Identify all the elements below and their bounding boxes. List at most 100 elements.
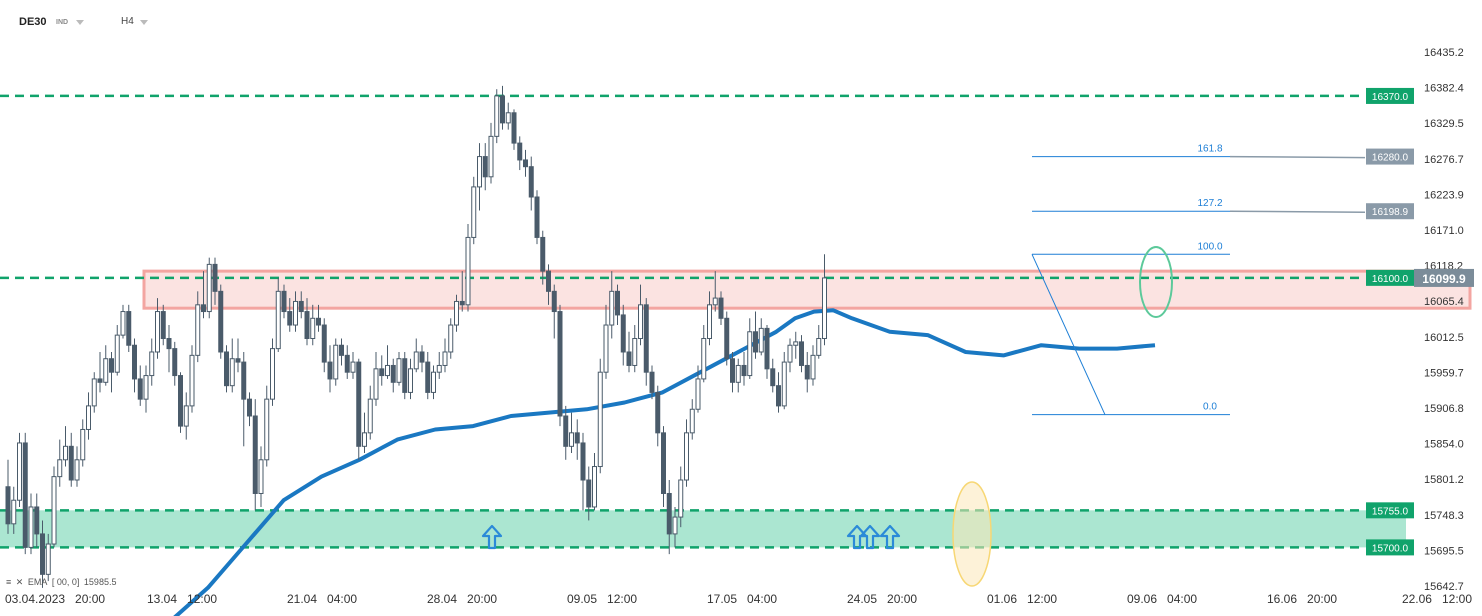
candle-body (528, 166, 534, 198)
y-axis-tick-label: 15906.8 (1424, 403, 1464, 415)
x-axis-tick-label: 13.04 12:00 (147, 592, 217, 606)
candle-body (620, 314, 626, 353)
candle-body (379, 368, 385, 377)
candle-body (586, 479, 592, 508)
timeframe-label[interactable]: H4 (121, 16, 134, 27)
y-axis-tick-label: 15695.5 (1424, 545, 1464, 557)
candle-body (465, 236, 471, 306)
candle-body (793, 341, 799, 346)
candle-body (597, 371, 603, 468)
x-axis-tick-label: 17.05 04:00 (707, 592, 777, 606)
candle-body (396, 358, 402, 383)
candle-body (454, 300, 459, 326)
symbol-label[interactable]: DE30 (19, 16, 47, 28)
candle-body (22, 442, 28, 548)
candle-body (11, 499, 17, 525)
candle-body (155, 311, 160, 353)
candle-body (551, 290, 557, 313)
ema-name: EMA (27, 577, 48, 587)
ema-params: [ 00, 0] (51, 577, 80, 587)
candle-body (574, 432, 580, 444)
candle-body (281, 290, 287, 313)
fib-price-tag: 16280.0 (1372, 153, 1409, 164)
candle-body (678, 479, 684, 518)
level-price-tag: 15755.0 (1372, 506, 1409, 517)
highlight-ellipse-high[interactable] (1139, 246, 1173, 318)
fib-trend-line[interactable] (1031, 254, 1106, 415)
candle-body (287, 311, 293, 326)
candle-body (804, 364, 810, 380)
candle-body (373, 368, 379, 400)
candle-body (178, 375, 183, 427)
candle-body (40, 533, 45, 575)
candle-body (17, 442, 22, 501)
candle-body (419, 351, 425, 363)
candle-body (189, 354, 195, 407)
candle-body (810, 354, 816, 380)
ema-line[interactable] (170, 308, 1156, 616)
candle-body (367, 398, 373, 434)
candle-body (776, 385, 781, 407)
candle-body (206, 263, 212, 313)
candle-body (425, 361, 431, 393)
fib-connector-line (1229, 210, 1366, 213)
candle-body (252, 415, 258, 494)
candle-body (822, 277, 827, 340)
close-icon[interactable]: ✕ (15, 577, 24, 587)
support-arrow-icon (481, 524, 503, 550)
candle-body (91, 378, 97, 407)
candle-body (413, 351, 419, 370)
candle-body (235, 358, 241, 363)
candle-body (488, 135, 494, 178)
y-axis-tick-label: 15959.7 (1424, 367, 1464, 379)
ema-value: 15985.5 (83, 577, 117, 587)
support-arrow-icon (879, 524, 901, 550)
x-axis-tick-label: 28.04 20:00 (427, 592, 497, 606)
fib-price-tag-bg (1366, 148, 1414, 165)
candle-body (707, 304, 712, 340)
fib-connector-line (1229, 155, 1366, 159)
y-axis-tick-label: 16435.2 (1424, 47, 1464, 59)
candle-body (712, 297, 718, 306)
candle-body (28, 506, 34, 548)
symbol-dropdown-chevron-icon[interactable] (76, 20, 84, 25)
candle-body (534, 196, 540, 238)
candle-body (695, 378, 701, 410)
y-axis-tick-label: 16382.4 (1424, 83, 1464, 95)
candle-body (224, 351, 229, 387)
level-price-tag: 15700.0 (1372, 543, 1409, 554)
candle-body (626, 351, 632, 366)
candle-body (316, 317, 321, 326)
candle-body (718, 297, 724, 319)
settings-icon[interactable]: ≡ (6, 577, 12, 587)
candle-body (321, 324, 327, 363)
timeframe-dropdown-chevron-icon[interactable] (140, 20, 148, 25)
fib-ratio-label: 100.0 (1197, 241, 1222, 252)
y-axis-tick-label: 15854.0 (1424, 439, 1464, 451)
candle-body (247, 398, 252, 417)
candle-body (764, 327, 770, 370)
candle-body (735, 364, 741, 383)
candle-body (57, 459, 63, 478)
candle-body (166, 338, 172, 350)
candle-body (758, 327, 764, 353)
candle-body (546, 270, 551, 292)
candle-body (638, 304, 643, 340)
candle-body (160, 311, 166, 340)
support-zone (0, 510, 1406, 548)
highlight-ellipse-low[interactable] (952, 481, 992, 587)
candle-body (655, 391, 661, 434)
candle-body (741, 364, 747, 377)
candle-body (270, 348, 275, 400)
candle-body (304, 311, 310, 340)
candle-body (97, 378, 103, 383)
candle-body (264, 398, 270, 461)
candle-body (258, 459, 264, 494)
candle-body (557, 311, 563, 417)
candle-body (649, 371, 655, 393)
level-price-tag: 16370.0 (1372, 92, 1409, 103)
candle-body (34, 506, 40, 535)
y-axis-tick-label: 15801.2 (1424, 474, 1464, 486)
